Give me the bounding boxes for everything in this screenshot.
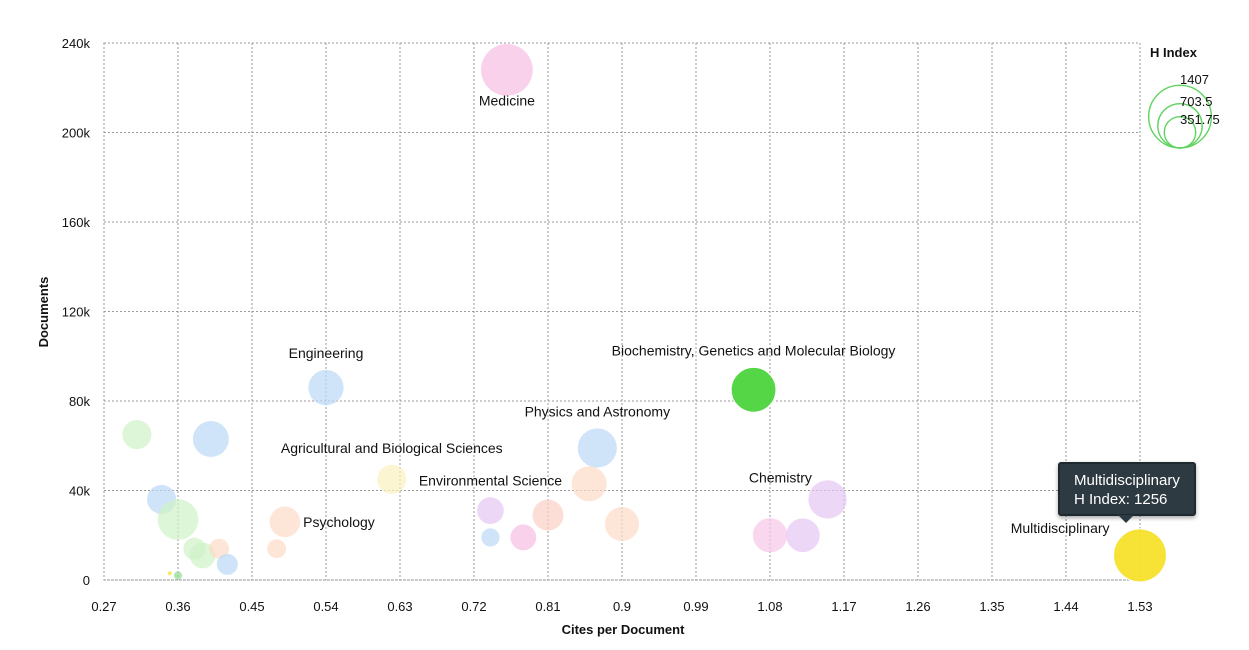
x-tick-label: 1.35 <box>979 599 1004 614</box>
y-tick-label: 200k <box>62 126 91 141</box>
legend-value: 351.75 <box>1180 112 1220 127</box>
bubble-label: Environmental Science <box>419 472 562 488</box>
bubble-point <box>510 524 537 551</box>
y-tick-label: 120k <box>62 305 91 320</box>
tooltip-arrow <box>1118 515 1134 523</box>
y-tick-label: 160k <box>62 215 91 230</box>
bubble-point <box>122 420 152 450</box>
x-tick-label: 1.53 <box>1127 599 1152 614</box>
tooltip-name: Multidisciplinary <box>1074 472 1180 489</box>
bubble-chemistry <box>808 480 847 519</box>
legend-value: 703.5 <box>1180 94 1213 109</box>
tooltip-h-index: H Index: 1256 <box>1074 491 1168 508</box>
bubble-tooltip: Multidisciplinary H Index: 1256 <box>1058 462 1196 516</box>
grid-lines <box>103 42 1141 581</box>
h-index-legend: H Index 1407 703.5 351.75 <box>1147 45 1220 149</box>
bubble-labels-layer: Medicine Engineering Biochemistry, Genetic… <box>281 93 1110 536</box>
y-axis-ticks: 0 40k 80k 120k 160k 200k 240k <box>62 36 91 588</box>
bubble-multidisciplinary <box>1113 528 1167 583</box>
bubble-label: Medicine <box>479 93 535 109</box>
x-tick-label: 1.44 <box>1053 599 1078 614</box>
y-tick-label: 40k <box>69 484 90 499</box>
bubble-label: Agricultural and Biological Sciences <box>281 440 503 456</box>
bubble-point <box>173 571 183 580</box>
bubble-point <box>786 518 820 553</box>
x-tick-label: 0.36 <box>165 599 190 614</box>
bubble-point <box>532 499 564 531</box>
bubble-biochemistry-genetics-and-molecular-biology <box>730 366 777 413</box>
x-tick-label: 0.45 <box>239 599 264 614</box>
x-tick-label: 0.9 <box>613 599 631 614</box>
bubbles-layer <box>122 43 1167 583</box>
bubble-point <box>752 518 788 553</box>
bubble-label: Multidisciplinary <box>1011 520 1110 536</box>
legend-circle <box>1163 115 1197 149</box>
y-axis-title: Documents <box>36 277 51 348</box>
bubble-label: Physics and Astronomy <box>525 403 671 419</box>
bubble-point <box>216 553 238 575</box>
bubble-label: Biochemistry, Genetics and Molecular Bio… <box>612 342 896 358</box>
x-tick-label: 0.54 <box>313 599 338 614</box>
bubble-medicine <box>481 43 533 96</box>
x-tick-label: 0.27 <box>91 599 116 614</box>
x-tick-label: 0.81 <box>535 599 560 614</box>
x-tick-label: 0.63 <box>387 599 412 614</box>
bubble-environmental-science <box>477 497 504 524</box>
bubble-point <box>192 421 229 458</box>
x-tick-label: 1.08 <box>757 599 782 614</box>
bubble-label: Engineering <box>289 345 364 361</box>
bubble-point <box>481 528 500 547</box>
x-tick-label: 1.26 <box>905 599 930 614</box>
bubble-label: Chemistry <box>749 469 812 485</box>
bubble-engineering <box>308 369 344 406</box>
y-tick-label: 0 <box>83 573 90 588</box>
bubble-point <box>157 499 199 540</box>
y-tick-label: 240k <box>62 36 91 51</box>
bubble-psychology <box>269 506 301 538</box>
legend-title: H Index <box>1150 45 1198 60</box>
bubble-label: Psychology <box>303 514 375 530</box>
x-axis-ticks: 0.27 0.36 0.45 0.54 0.63 0.72 0.81 0.9 0.99 1.08 1… <box>91 599 1152 614</box>
bubble-physics-and-astronomy <box>577 428 617 468</box>
y-tick-label: 80k <box>69 394 90 409</box>
bubble-point <box>571 466 607 502</box>
bubble-point <box>167 571 172 576</box>
bubble-point <box>267 539 287 559</box>
x-tick-label: 1.17 <box>831 599 856 614</box>
bubble-agricultural-and-biological-sciences <box>377 464 407 494</box>
bubble-point <box>604 507 640 542</box>
x-tick-label: 0.72 <box>461 599 486 614</box>
x-tick-label: 0.99 <box>683 599 708 614</box>
x-axis-title: Cites per Document <box>562 622 685 637</box>
bubble-point <box>209 538 230 559</box>
legend-value: 1407 <box>1180 72 1209 87</box>
